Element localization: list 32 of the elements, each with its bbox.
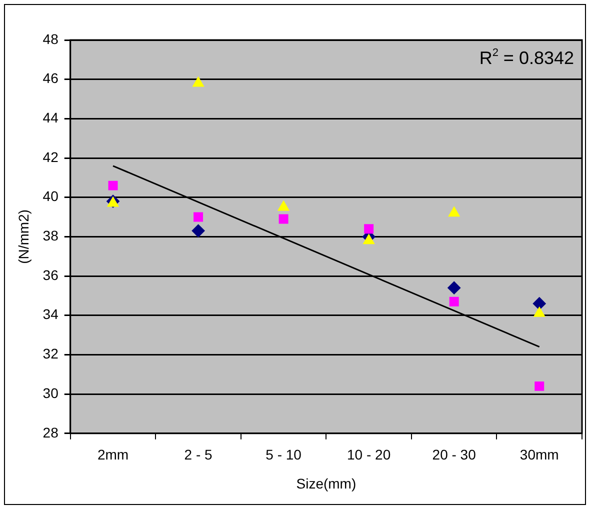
point <box>108 180 118 190</box>
y-tick-label: 32 <box>42 346 59 362</box>
x-tick-label: 2 - 5 <box>184 446 212 463</box>
point <box>363 234 375 244</box>
point <box>194 212 204 222</box>
point <box>448 281 461 294</box>
point <box>448 206 460 217</box>
y-tick-label: 38 <box>42 228 59 244</box>
y-tick-label: 34 <box>42 306 59 322</box>
point <box>364 224 374 234</box>
y-tick-label: 44 <box>42 110 59 126</box>
point <box>534 381 544 391</box>
y-tick-label: 40 <box>42 188 59 204</box>
x-tick-label: 10 - 20 <box>347 446 391 463</box>
point <box>192 76 204 87</box>
x-tick-label: 30mm <box>520 446 559 463</box>
y-tick-label: 36 <box>42 266 59 283</box>
x-tick-label: 2mm <box>97 446 129 463</box>
point <box>278 214 288 224</box>
x-axis-title: Size(mm) <box>296 475 356 492</box>
point <box>278 200 290 211</box>
y-tick-label: 46 <box>42 70 59 86</box>
point <box>449 296 459 306</box>
y-axis-title: (N/mm2) <box>15 209 32 264</box>
y-tick-label: 30 <box>42 384 59 401</box>
point <box>532 297 546 310</box>
x-tick-label: 20 - 30 <box>432 446 476 463</box>
point <box>192 224 205 238</box>
x-tick-label: 5 - 10 <box>266 446 302 463</box>
y-tick-label: 42 <box>42 148 59 165</box>
y-tick-label: 28 <box>42 424 59 440</box>
y-tick-label: 48 <box>42 30 59 47</box>
